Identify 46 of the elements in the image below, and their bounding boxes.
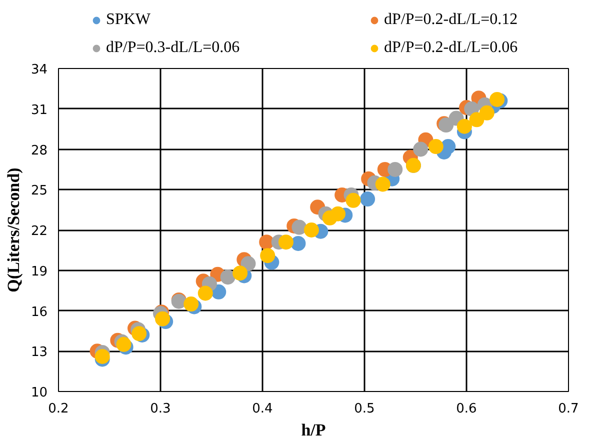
point xyxy=(360,192,376,207)
point xyxy=(132,326,147,342)
point xyxy=(413,142,428,157)
point xyxy=(155,311,170,326)
point xyxy=(184,296,199,312)
point xyxy=(490,92,505,107)
point xyxy=(346,192,361,208)
point xyxy=(440,139,456,154)
point xyxy=(479,105,494,120)
point xyxy=(232,266,248,281)
y-tick-label: 19 xyxy=(30,264,48,280)
y-tick-label: 25 xyxy=(30,184,48,199)
y-tick-label: 28 xyxy=(30,143,48,158)
y-tick-label: 31 xyxy=(30,102,48,118)
point xyxy=(292,220,307,235)
legend-label: dP/P=0.2-dL/L=0.06 xyxy=(384,39,518,57)
legend-label: dP/P=0.2-dL/L=0.12 xyxy=(384,11,518,29)
y-tick-label: 16 xyxy=(30,304,48,320)
y-tick-label: 34 xyxy=(30,62,48,78)
point xyxy=(428,139,444,154)
x-tick-label: 0.7 xyxy=(558,402,579,416)
x-tick-label: 0.6 xyxy=(456,402,477,416)
x-tick-label: 0.4 xyxy=(252,402,273,416)
y-tick-label: 22 xyxy=(30,224,48,239)
point xyxy=(388,162,403,177)
legend-label: dP/P=0.3-dL/L=0.06 xyxy=(106,39,240,57)
y-tick-label: 10 xyxy=(30,386,48,400)
point xyxy=(278,234,294,250)
point xyxy=(94,349,110,364)
x-tick-label: 0.5 xyxy=(354,402,375,416)
x-axis-title: h/P xyxy=(301,420,326,440)
point xyxy=(220,270,236,285)
point xyxy=(375,176,390,192)
x-tick-label: 0.3 xyxy=(150,402,171,416)
point xyxy=(240,256,256,272)
point xyxy=(456,118,472,134)
x-tick-label: 0.2 xyxy=(48,402,69,416)
point xyxy=(198,286,213,301)
y-tick-label: 13 xyxy=(30,345,48,360)
legend-label: SPKW xyxy=(106,11,150,29)
point xyxy=(330,206,346,222)
point xyxy=(304,222,319,238)
point xyxy=(260,248,276,264)
point xyxy=(290,236,306,251)
point xyxy=(469,112,484,128)
y-axis-title: Q(Liters/Second) xyxy=(4,168,23,292)
